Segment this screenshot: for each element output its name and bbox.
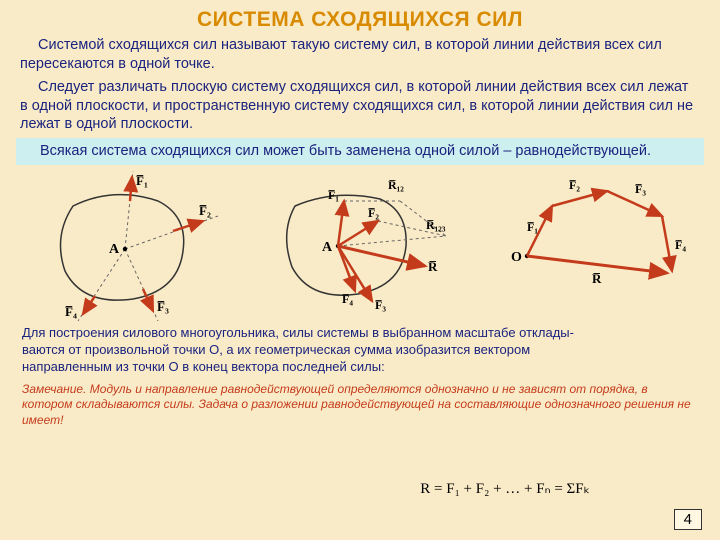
diagram-3: O F̅₁ F̅₂ F̅₃ F̅₄ R̅: [497, 171, 697, 321]
diagram-2: A F̅₁ F̅₂ F̅₃ F̅₄ R̅₁₂ R̅₁₂₃ R̅: [250, 171, 470, 321]
lower-line-3: направленным из точки O в конец вектора …: [22, 359, 385, 374]
svg-text:F̅₃: F̅₃: [634, 182, 646, 196]
svg-text:R̅: R̅: [592, 271, 602, 286]
svg-text:A: A: [109, 242, 120, 257]
svg-text:F̅₃: F̅₃: [157, 299, 169, 314]
lower-line-1: Для построения силового многоугольника, …: [22, 325, 574, 340]
remark-text: Модуль и направление равнодействующей оп…: [22, 382, 691, 427]
svg-text:F̅₃: F̅₃: [375, 298, 387, 312]
page-title: СИСТЕМА СХОДЯЩИХСЯ СИЛ: [0, 0, 720, 32]
svg-text:F̅₄: F̅₄: [342, 292, 354, 306]
svg-text:F̅₂: F̅₂: [199, 203, 211, 218]
svg-text:R̅₁₂₃: R̅₁₂₃: [426, 218, 446, 232]
page-number: 4: [674, 509, 702, 530]
diagram-1: A F̅₁ F̅₂ F̅₃ F̅₄: [23, 171, 223, 321]
svg-text:F̅₄: F̅₄: [674, 238, 686, 252]
remark: Замечание. Модуль и направление равнодей…: [0, 376, 720, 429]
remark-label: Замечание.: [22, 382, 86, 396]
formula: R = F₁ + F₂ + … + Fₙ = ΣFₖ: [420, 479, 590, 498]
svg-text:F̅₂: F̅₂: [368, 206, 380, 220]
svg-text:R̅₁₂: R̅₁₂: [388, 178, 404, 192]
lower-paragraph: Для построения силового многоугольника, …: [0, 321, 720, 376]
paragraph-1: Системой сходящихся сил называют такую с…: [0, 32, 720, 74]
svg-text:A: A: [322, 240, 333, 255]
svg-text:F̅₁: F̅₁: [526, 220, 538, 234]
lower-line-2: ваются от произвольной точки О, а их гео…: [22, 342, 530, 357]
svg-text:F̅₄: F̅₄: [65, 304, 77, 319]
svg-text:O: O: [511, 250, 522, 265]
svg-text:R̅: R̅: [428, 259, 438, 274]
svg-text:F̅₂: F̅₂: [568, 178, 580, 192]
svg-text:F̅₁: F̅₁: [136, 173, 148, 188]
svg-text:F̅₁: F̅₁: [328, 188, 340, 202]
paragraph-2: Следует различать плоскую систему сходящ…: [0, 74, 720, 135]
highlight-box: Всякая система сходящихся сил может быть…: [16, 138, 704, 165]
diagrams-row: A F̅₁ F̅₂ F̅₃ F̅₄ A F̅₁ F̅₂: [10, 171, 710, 321]
